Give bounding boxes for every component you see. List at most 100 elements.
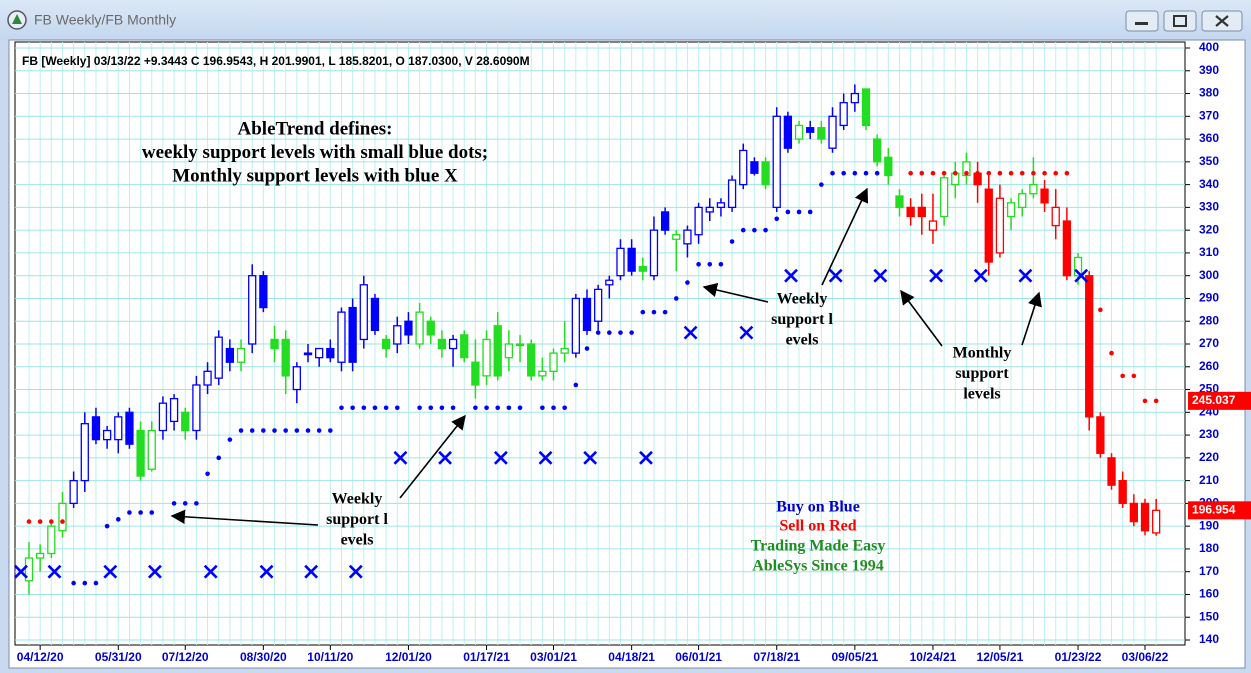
weekly-support-dot	[819, 182, 824, 187]
weekly-support-dot	[383, 405, 389, 411]
weekly-support-dot	[640, 309, 646, 315]
candle-body	[828, 115, 837, 149]
maximize-button[interactable]	[1163, 10, 1197, 32]
weekly-support-dot	[182, 501, 188, 506]
monthly-support-x	[304, 564, 319, 579]
annotation: Monthly	[953, 345, 1012, 362]
candle-body	[259, 275, 268, 309]
x-tick-label: 05/31/20	[95, 650, 142, 664]
candle-body	[69, 479, 78, 505]
y-tick-label: 160	[1199, 587, 1219, 601]
monthly-support-x	[393, 450, 408, 465]
candle-body	[1018, 193, 1027, 209]
candle-body	[772, 115, 781, 209]
weekly-support-dot	[283, 428, 288, 433]
weekly-support-dot	[618, 330, 623, 335]
y-tick-label: 400	[1199, 40, 1219, 54]
candle-body	[1051, 206, 1060, 227]
weekly-support-dot	[71, 580, 76, 586]
x-tick-label: 01/17/21	[463, 650, 510, 664]
candle-body	[281, 338, 290, 377]
candle-body	[839, 101, 848, 127]
candle-body	[80, 423, 89, 482]
candle-body	[91, 416, 101, 441]
candle-body	[415, 311, 424, 345]
x-tick-label: 03/06/22	[1122, 650, 1169, 664]
weekly-resistance-dot	[1098, 307, 1103, 313]
y-tick-label: 260	[1199, 359, 1219, 373]
annotation: Trading Made Easy	[751, 538, 886, 555]
candle-body	[326, 347, 335, 359]
x-tick-label: 07/12/20	[162, 650, 209, 664]
weekly-resistance-dot	[908, 170, 913, 176]
weekly-support-dot	[115, 517, 121, 522]
candle-body	[448, 338, 458, 350]
annotation: Buy on Blue	[776, 499, 860, 516]
candle-body	[147, 429, 156, 470]
price-label-box	[1188, 501, 1251, 520]
candle-body	[158, 402, 168, 432]
weekly-resistance-dot	[1042, 170, 1047, 176]
weekly-support-dot	[104, 523, 110, 529]
candle-body	[571, 297, 580, 354]
y-tick-label: 360	[1199, 131, 1219, 145]
weekly-support-dot	[305, 428, 311, 433]
annotation: Weekly	[332, 491, 383, 508]
candle-body	[549, 352, 558, 372]
candle-body	[482, 338, 491, 377]
candle-body	[850, 92, 859, 104]
weekly-resistance-dot	[919, 170, 925, 176]
y-tick-label: 310	[1199, 245, 1219, 259]
monthly-support-x	[973, 268, 988, 283]
x-tick-label: 04/18/21	[608, 650, 655, 664]
candle-body	[24, 557, 34, 582]
weekly-support-dot	[774, 216, 780, 222]
y-tick-label: 330	[1199, 200, 1219, 214]
candle-body	[895, 195, 904, 209]
candle-body	[58, 502, 67, 532]
monthly-support-x	[784, 268, 798, 283]
price-label-box	[1188, 391, 1251, 410]
y-tick-label: 390	[1199, 63, 1219, 77]
x-tick-label: 09/05/21	[831, 650, 878, 664]
weekly-resistance-dot	[930, 170, 936, 176]
weekly-support-dot	[205, 471, 210, 477]
weekly-support-dot	[763, 227, 768, 233]
weekly-support-dot	[830, 170, 835, 176]
minimize-button[interactable]	[1125, 10, 1159, 32]
arrows	[170, 187, 1042, 526]
candle-body	[884, 156, 893, 177]
weekly-support-dot	[696, 262, 701, 267]
weekly-resistance-dot	[986, 170, 992, 176]
monthly-support-x	[929, 268, 944, 283]
candle-body	[1096, 416, 1105, 454]
weekly-support-dot	[595, 330, 601, 335]
chart-header: FB [Weekly] 03/13/22 +9.3443 C 196.9543,…	[22, 54, 530, 68]
candle-body	[716, 202, 726, 209]
candle-body	[359, 284, 368, 341]
weekly-support-dot	[473, 405, 478, 411]
x-tick-label: 10/11/20	[307, 650, 353, 664]
candle-body	[1152, 509, 1161, 534]
annotation: support	[955, 365, 1009, 382]
y-tick-label: 280	[1199, 313, 1219, 327]
monthly-support-x	[47, 564, 62, 579]
price-label: 196.954	[1192, 502, 1236, 516]
weekly-support-dot	[495, 405, 501, 411]
weekly-support-dot	[149, 510, 155, 515]
candle-body	[616, 247, 625, 277]
monthly-support-x	[1074, 268, 1089, 283]
candle-body	[292, 366, 301, 391]
monthly-support-x	[1018, 268, 1033, 283]
weekly-support-dot	[607, 330, 612, 335]
weekly-support-dot	[194, 501, 199, 506]
weekly-resistance-dot	[1064, 170, 1070, 176]
candle-body	[928, 220, 938, 231]
y-tick-label: 270	[1199, 336, 1219, 350]
price-label: 245.037	[1192, 393, 1236, 407]
weekly-resistance-dot	[941, 170, 947, 176]
candle-body	[672, 234, 681, 240]
candle-body	[806, 127, 815, 133]
weekly-support-dot	[249, 428, 255, 433]
weekly-support-dot	[316, 428, 322, 433]
